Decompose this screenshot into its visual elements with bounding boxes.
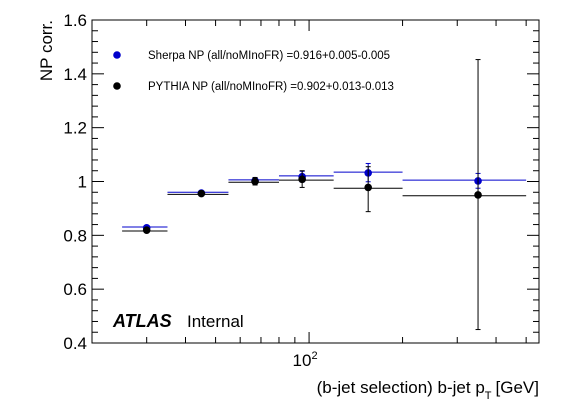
atlas-label: ATLAS [112,311,172,331]
data-point [364,183,372,192]
y-axis-ticks [92,19,539,344]
y-tick-label: 0.6 [63,280,87,299]
data-series [122,59,527,331]
data-point [197,189,206,198]
y-tick-label: 1 [78,173,87,192]
x-axis-title: (b-jet selection) b-jet pT [GeV] [317,378,539,402]
series-0 [122,162,527,232]
y-axis-title: NP corr. [37,20,56,81]
data-point [474,191,482,199]
legend-marker-sherpa [113,51,121,59]
y-tick-label: 0.4 [63,334,87,353]
internal-label: Internal [187,312,244,331]
x-axis-ticks [91,20,527,343]
data-point [298,175,306,184]
y-tick-label: 1.2 [63,119,87,138]
y-tick-label: 1.4 [63,65,87,84]
x-tick-label-100: 102 [293,350,318,370]
series-1 [122,59,527,331]
y-axis-tick-labels: 0.4 0.6 0.8 1 1.2 1.4 1.6 [63,11,87,353]
legend-entry-sherpa: Sherpa NP (all/noMInoFR) =0.916+0.005-0.… [148,50,390,62]
y-tick-label: 1.6 [63,11,87,30]
y-tick-label: 0.8 [63,226,87,245]
plot-frame [91,19,540,344]
data-point [251,177,259,186]
legend-entry-pythia: PYTHIA NP (all/noMInoFR) =0.902+0.013-0.… [148,81,394,93]
legend-marker-pythia [113,82,121,90]
data-point [142,226,151,235]
